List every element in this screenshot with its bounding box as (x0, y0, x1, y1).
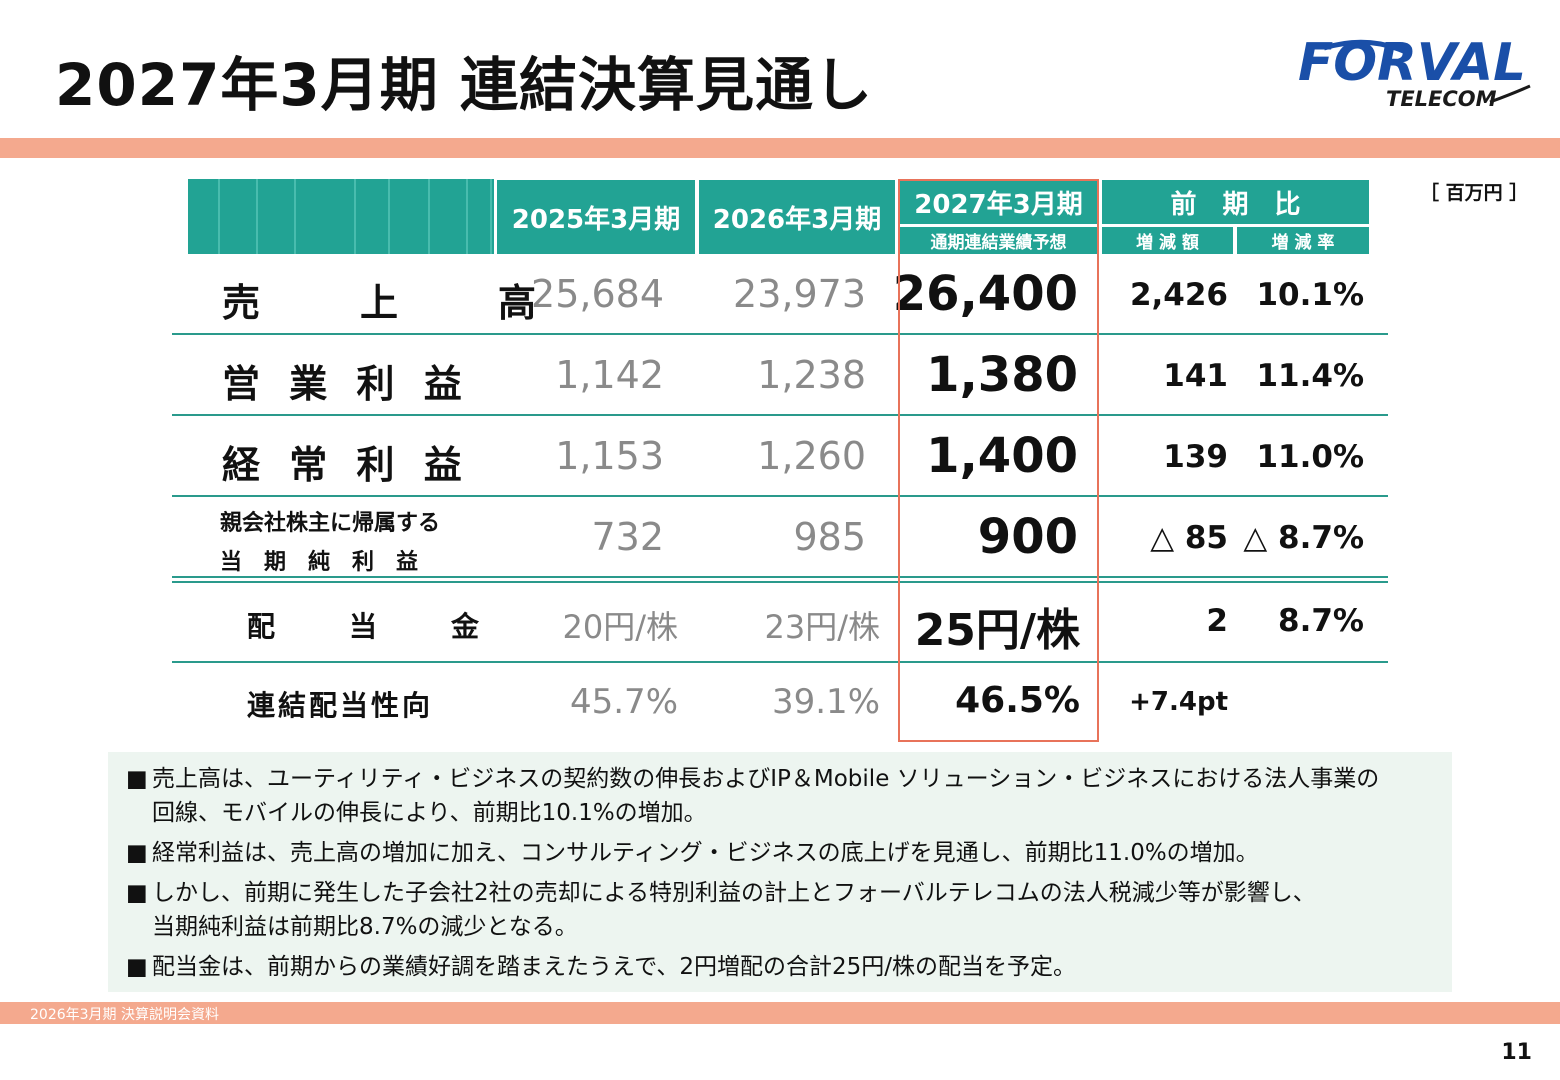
note-line: 経常利益は、売上高の増加に加え、コンサルティング・ビジネスの底上げを見通し、前期… (152, 840, 1259, 866)
forval-telecom-logo: FORVAL TELECOM (1290, 24, 1540, 120)
bullet-square-icon: ■ (126, 954, 148, 980)
header-yoy: 前 期 比 (1102, 180, 1369, 224)
cell-sales-diff: 2,426 (1129, 277, 1228, 313)
note-line: 配当金は、前期からの業績好調を踏まえたうえで、2円増配の合計25円/株の配当を予… (152, 954, 1077, 980)
row-label-sales: 売 上 高 (222, 281, 545, 325)
row-label-net-income-line1: 親会社株主に帰属する (220, 511, 441, 536)
cell-net-2027: 900 (977, 509, 1078, 565)
cell-ord-2026: 1,260 (757, 434, 866, 478)
notes-panel: ■ 売上高は、ユーティリティ・ビジネスの契約数の伸長およびIP＆Mobile ソ… (108, 752, 1452, 992)
row-divider (172, 333, 1388, 335)
row-label-ordinary-profit: 経 常 利 益 (222, 443, 470, 487)
cell-net-2026: 985 (793, 515, 866, 559)
row-label-net-income-line2: 当 期 純 利 益 (220, 550, 419, 575)
header-yoy-diff: 増 減 額 (1102, 225, 1233, 254)
cell-sales-2025: 25,684 (531, 272, 664, 316)
cell-op-2026: 1,238 (757, 353, 866, 397)
header-2027-sub: 通期連結業績予想 (900, 225, 1097, 254)
cell-payout-2026: 39.1% (771, 682, 880, 722)
cell-sales-2026: 23,973 (733, 272, 866, 316)
forecast-highlight-box (898, 179, 1099, 742)
bullet-square-icon: ■ (126, 766, 148, 792)
cell-payout-diff: +7.4pt (1129, 687, 1228, 717)
svg-text:TELECOM: TELECOM (1386, 87, 1497, 111)
cell-ord-2025: 1,153 (555, 434, 664, 478)
note-item: ■ 売上高は、ユーティリティ・ビジネスの契約数の伸長およびIP＆Mobile ソ… (126, 762, 1446, 830)
cell-payout-2027: 46.5% (955, 680, 1080, 721)
row-divider-double (172, 576, 1388, 578)
unit-label: ［ 百万円 ］ (1420, 182, 1529, 204)
cell-payout-2025: 45.7% (569, 682, 678, 722)
bullet-square-icon: ■ (126, 880, 148, 906)
cell-net-diff: △ 85 (1150, 520, 1228, 556)
note-line: しかし、前期に発生した子会社2社の売却による特別利益の計上とフォーバルテレコムの… (152, 880, 1316, 906)
cell-div-2027: 25円/株 (914, 605, 1080, 656)
cell-sales-2027: 26,400 (892, 266, 1078, 322)
note-item: ■ 配当金は、前期からの業績好調を踏まえたうえで、2円増配の合計25円/株の配当… (126, 950, 1446, 984)
header-2026: 2026年3月期 (699, 180, 895, 254)
row-divider (172, 414, 1388, 416)
cell-ord-diff: 139 (1163, 439, 1228, 475)
row-divider (172, 495, 1388, 497)
note-item: ■ 経常利益は、売上高の増加に加え、コンサルティング・ビジネスの底上げを見通し、… (126, 836, 1446, 870)
row-divider (172, 661, 1388, 663)
header-2025: 2025年3月期 (497, 180, 695, 254)
row-divider-double (172, 581, 1388, 583)
note-line: 売上高は、ユーティリティ・ビジネスの契約数の伸長およびIP＆Mobile ソリュ… (152, 766, 1380, 792)
note-item: ■ しかし、前期に発生した子会社2社の売却による特別利益の計上とフォーバルテレコ… (126, 876, 1446, 944)
cell-ord-2027: 1,400 (926, 428, 1078, 484)
cell-net-2025: 732 (591, 515, 664, 559)
page-number: 11 (1501, 1040, 1532, 1065)
cell-ord-rate: 11.0% (1256, 439, 1364, 475)
cell-op-diff: 141 (1163, 358, 1228, 394)
note-line: 回線、モバイルの伸長により、前期比10.1%の増加。 (152, 800, 707, 826)
svg-text:FORVAL: FORVAL (1298, 33, 1526, 93)
footer-bar: 2026年3月期 決算説明会資料 (0, 1002, 1560, 1024)
cell-sales-rate: 10.1% (1256, 277, 1364, 313)
cell-div-rate: 8.7% (1278, 603, 1364, 639)
footer-text: 2026年3月期 決算説明会資料 (30, 1007, 219, 1023)
row-label-operating-profit: 営 業 利 益 (222, 362, 470, 406)
cell-div-2026: 23円/株 (764, 608, 880, 646)
header-bar (0, 138, 1560, 158)
cell-net-rate: △ 8.7% (1243, 520, 1364, 556)
cell-op-rate: 11.4% (1256, 358, 1364, 394)
cell-div-diff: 2 (1206, 603, 1228, 639)
cell-op-2025: 1,142 (555, 353, 664, 397)
cell-div-2025: 20円/株 (562, 608, 678, 646)
note-line: 当期純利益は前期比8.7%の減少となる。 (152, 914, 578, 940)
header-yoy-rate: 増 減 率 (1235, 225, 1369, 254)
header-2027: 2027年3月期 (900, 180, 1097, 224)
row-label-dividend: 配 当 金 (247, 610, 486, 643)
page-title: 2027年3月期 連結決算見通し (55, 51, 873, 119)
cell-op-2027: 1,380 (926, 347, 1078, 403)
row-label-payout-ratio: 連結配当性向 (247, 689, 434, 722)
bullet-square-icon: ■ (126, 840, 148, 866)
header-label-block (188, 179, 494, 254)
